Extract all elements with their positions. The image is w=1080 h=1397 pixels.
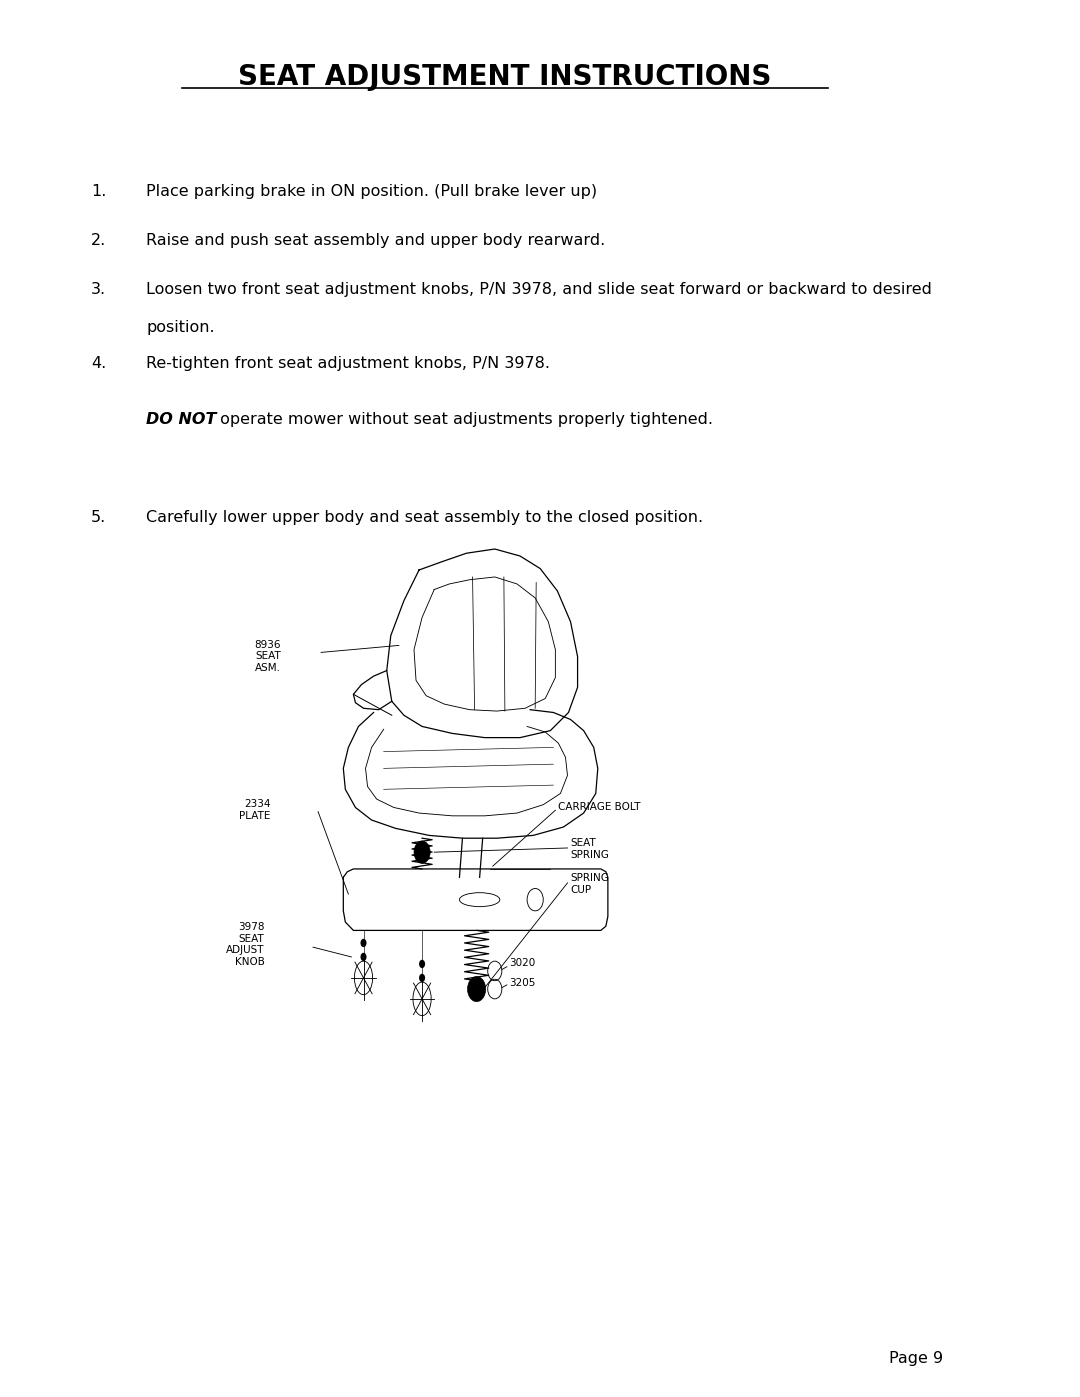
Circle shape	[361, 953, 366, 961]
Text: 3978
SEAT
ADJUST
KNOB: 3978 SEAT ADJUST KNOB	[226, 922, 265, 967]
Text: 3020: 3020	[509, 958, 536, 968]
Text: Page 9: Page 9	[889, 1351, 943, 1366]
Circle shape	[419, 974, 426, 982]
Text: 5.: 5.	[91, 510, 106, 525]
Circle shape	[468, 977, 486, 1002]
Text: 3.: 3.	[91, 282, 106, 298]
Text: 2334
PLATE: 2334 PLATE	[240, 799, 271, 820]
Text: Loosen two front seat adjustment knobs, P/N 3978, and slide seat forward or back: Loosen two front seat adjustment knobs, …	[147, 282, 932, 298]
Text: 4.: 4.	[91, 356, 106, 372]
Text: 2.: 2.	[91, 233, 106, 249]
Circle shape	[361, 939, 366, 947]
Text: CARRIAGE BOLT: CARRIAGE BOLT	[558, 802, 640, 812]
Circle shape	[419, 960, 426, 968]
Text: DO NOT: DO NOT	[147, 412, 217, 427]
Text: position.: position.	[147, 320, 215, 335]
Text: Re-tighten front seat adjustment knobs, P/N 3978.: Re-tighten front seat adjustment knobs, …	[147, 356, 551, 372]
Text: SPRING
CUP: SPRING CUP	[570, 873, 609, 894]
Text: SEAT
SPRING: SEAT SPRING	[570, 838, 609, 859]
Text: Place parking brake in ON position. (Pull brake lever up): Place parking brake in ON position. (Pul…	[147, 184, 597, 200]
Text: Carefully lower upper body and seat assembly to the closed position.: Carefully lower upper body and seat asse…	[147, 510, 703, 525]
Text: Raise and push seat assembly and upper body rearward.: Raise and push seat assembly and upper b…	[147, 233, 606, 249]
Text: 8936
SEAT
ASM.: 8936 SEAT ASM.	[254, 640, 281, 673]
Text: SEAT ADJUSTMENT INSTRUCTIONS: SEAT ADJUSTMENT INSTRUCTIONS	[239, 63, 771, 91]
Text: 3205: 3205	[509, 978, 536, 988]
Text: 1.: 1.	[91, 184, 106, 200]
Text: operate mower without seat adjustments properly tightened.: operate mower without seat adjustments p…	[215, 412, 713, 427]
Circle shape	[414, 841, 430, 863]
